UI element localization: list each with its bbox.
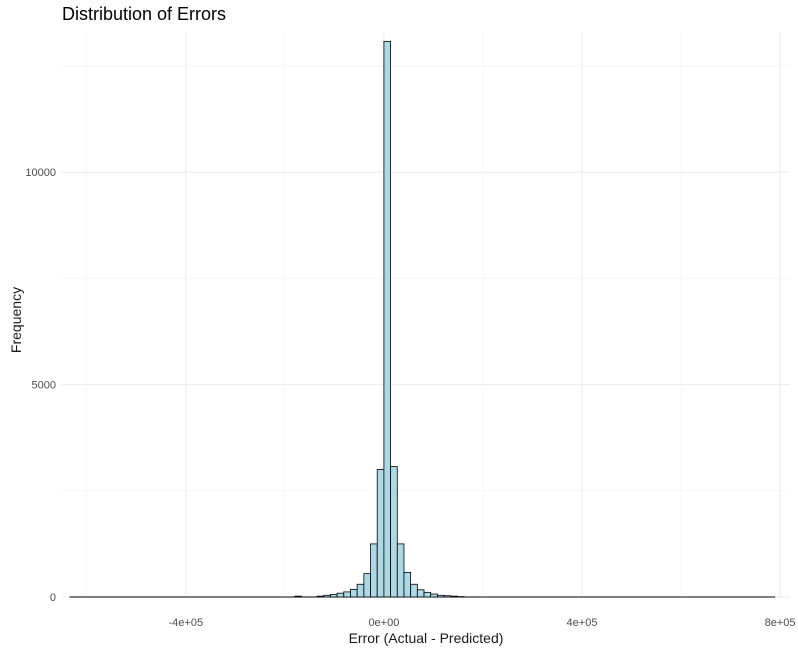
y-tick-label: 5000: [32, 380, 56, 392]
y-axis-ticks: 0 5000 10000: [25, 167, 56, 604]
histogram-bar: [370, 543, 378, 598]
histogram-bar: [336, 592, 345, 598]
histogram-bar: [323, 594, 331, 598]
histogram-bar: [376, 469, 385, 598]
histogram-bar: [383, 40, 391, 598]
histogram-bar: [343, 591, 351, 598]
y-tick-label: 10000: [25, 167, 56, 179]
minor-gridlines: [62, 32, 790, 597]
x-tick-label: 8e+05: [765, 617, 796, 629]
histogram-bar: [330, 594, 338, 598]
x-tick-label: 4e+05: [567, 617, 598, 629]
histogram-bar: [436, 594, 445, 598]
histogram-bar: [443, 595, 452, 598]
x-tick-label: -4e+05: [169, 617, 204, 629]
histogram-bar: [390, 466, 398, 598]
x-axis-ticks: -4e+05 0e+00 4e+05 8e+05: [169, 617, 796, 629]
y-axis-label: Frequency: [8, 286, 24, 354]
histogram-bar: [316, 595, 325, 598]
histogram-bar: [396, 543, 405, 598]
histogram-bar: [363, 573, 371, 598]
histogram-bar: [294, 595, 302, 598]
histogram-bar: [410, 583, 418, 598]
histogram-bar: [423, 591, 432, 598]
histogram-bar: [350, 588, 358, 598]
y-tick-label: 0: [50, 592, 56, 604]
x-axis-label: Error (Actual - Predicted): [348, 630, 504, 646]
histogram-bar: [356, 583, 365, 598]
histogram-bar: [450, 595, 458, 598]
x-tick-label: 0e+00: [368, 617, 399, 629]
chart-title: Distribution of Errors: [62, 4, 227, 24]
histogram-bar: [430, 593, 438, 598]
histogram-bars: [294, 40, 465, 598]
histogram-bar: [403, 571, 412, 598]
histogram-bar: [416, 589, 425, 598]
